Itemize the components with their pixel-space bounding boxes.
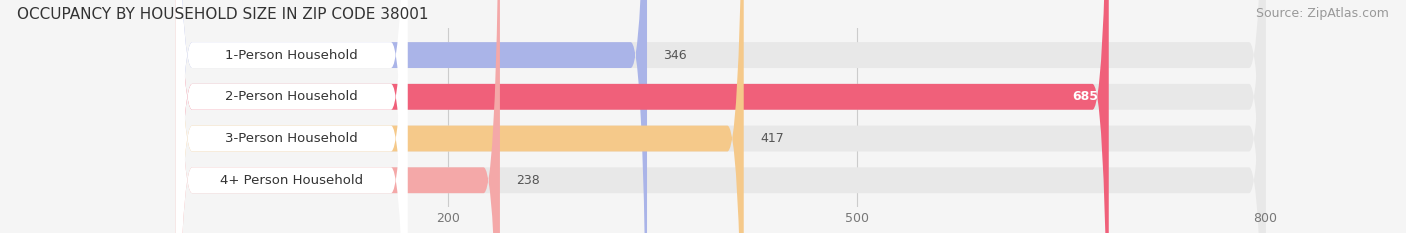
Text: 238: 238 xyxy=(516,174,540,187)
FancyBboxPatch shape xyxy=(176,0,1265,233)
Text: 3-Person Household: 3-Person Household xyxy=(225,132,359,145)
FancyBboxPatch shape xyxy=(176,0,647,233)
FancyBboxPatch shape xyxy=(176,0,1265,233)
FancyBboxPatch shape xyxy=(176,0,1265,233)
FancyBboxPatch shape xyxy=(176,0,744,233)
Text: 685: 685 xyxy=(1071,90,1098,103)
Text: 2-Person Household: 2-Person Household xyxy=(225,90,359,103)
Text: Source: ZipAtlas.com: Source: ZipAtlas.com xyxy=(1256,7,1389,20)
FancyBboxPatch shape xyxy=(176,0,501,233)
Text: 346: 346 xyxy=(664,48,688,62)
FancyBboxPatch shape xyxy=(176,0,408,233)
FancyBboxPatch shape xyxy=(176,0,408,233)
Text: OCCUPANCY BY HOUSEHOLD SIZE IN ZIP CODE 38001: OCCUPANCY BY HOUSEHOLD SIZE IN ZIP CODE … xyxy=(17,7,429,22)
FancyBboxPatch shape xyxy=(176,0,408,233)
Text: 417: 417 xyxy=(761,132,783,145)
FancyBboxPatch shape xyxy=(176,0,1109,233)
FancyBboxPatch shape xyxy=(176,0,408,233)
Text: 4+ Person Household: 4+ Person Household xyxy=(219,174,363,187)
Text: 1-Person Household: 1-Person Household xyxy=(225,48,359,62)
FancyBboxPatch shape xyxy=(176,0,1265,233)
